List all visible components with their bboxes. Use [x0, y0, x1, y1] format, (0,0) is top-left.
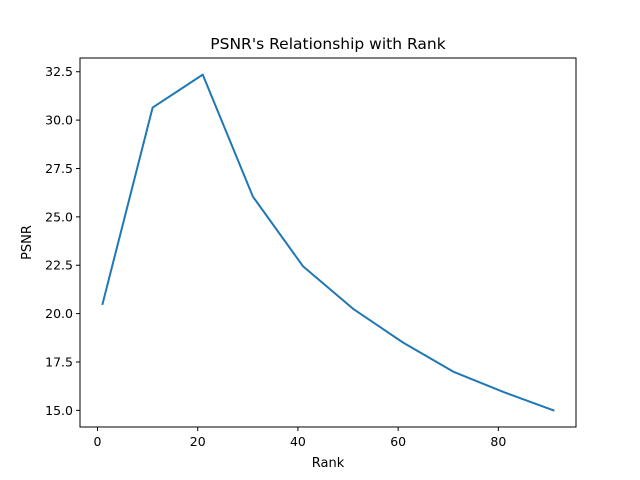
series-line: [101, 73, 555, 412]
x-tick-label: 60: [390, 434, 406, 449]
axes-frame: [79, 57, 577, 428]
y-tick-label: 27.5: [45, 161, 73, 176]
y-axis-label: PSNR: [20, 225, 35, 260]
plot-area: [80, 58, 576, 427]
y-axis-ticks: 15.0 17.5 20.0 22.5 25.0 27.5 30.0 32.5: [45, 64, 80, 418]
y-tick-label: 32.5: [45, 64, 73, 79]
y-tick-label: 22.5: [45, 258, 73, 273]
x-axis-ticks: 0 20 40 60 80: [94, 427, 506, 449]
x-axis-label: Rank: [312, 456, 345, 471]
y-tick-label: 25.0: [45, 209, 73, 224]
y-tick-label: 17.5: [45, 354, 73, 369]
chart-title: PSNR's Relationship with Rank: [210, 35, 445, 53]
x-tick-label: 40: [290, 434, 306, 449]
axes-background: [80, 58, 576, 427]
x-tick-label: 20: [190, 434, 206, 449]
y-tick-label: 20.0: [45, 306, 73, 321]
x-tick-label: 80: [490, 434, 506, 449]
y-tick-label: 15.0: [45, 403, 73, 418]
y-tick-label: 30.0: [45, 113, 73, 128]
series-layer: [101, 73, 555, 412]
x-tick-label: 0: [94, 434, 102, 449]
